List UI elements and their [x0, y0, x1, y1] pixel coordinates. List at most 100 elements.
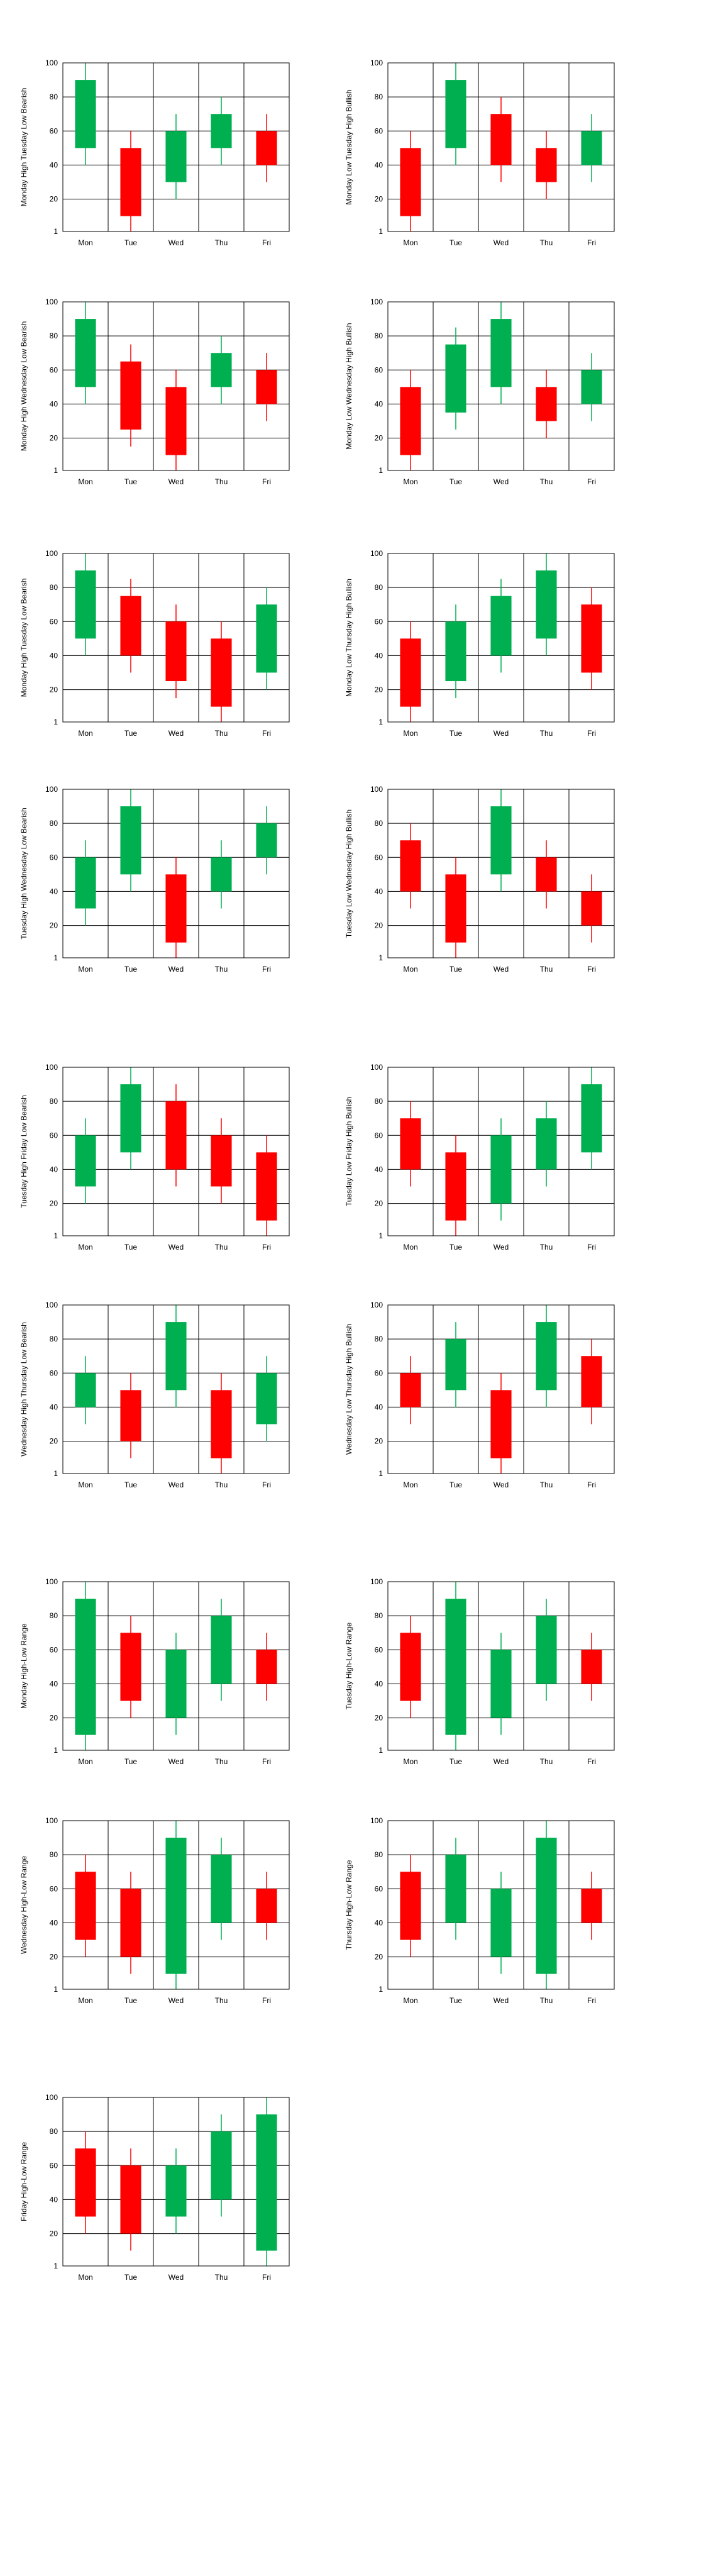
x-tick-label: Wed: [494, 1243, 509, 1252]
y-tick-label: 1: [53, 953, 58, 962]
plot-frame: [62, 1067, 290, 1236]
bullish-candle-body: [256, 2114, 277, 2251]
y-tick-label: 20: [375, 195, 383, 204]
x-tick-label: Fri: [262, 2273, 271, 2282]
y-tick-label: 40: [375, 160, 383, 169]
y-axis-label: Friday High-Low Range: [19, 2142, 28, 2221]
y-tick-label: 40: [50, 399, 58, 408]
y-tick-label: 60: [375, 126, 383, 135]
bullish-candle-body: [536, 570, 557, 639]
x-tick-label: Mon: [78, 1243, 92, 1252]
y-tick-label: 100: [370, 1577, 383, 1586]
bearish-candle-body: [400, 1872, 421, 1940]
x-tick-label: Fri: [262, 1480, 271, 1489]
bearish-candle-body: [400, 840, 421, 892]
x-tick-label: Thu: [540, 1757, 553, 1766]
x-tick-label: Fri: [262, 729, 271, 738]
bullish-candle-body: [165, 1322, 187, 1391]
y-tick-label: 80: [50, 331, 58, 340]
x-tick-label: Mon: [78, 238, 92, 247]
x-tick-label: Tue: [449, 1480, 463, 1489]
bearish-candle-body: [256, 1650, 277, 1684]
y-axis-label: Wednesday High Thursday Low Bearish: [19, 1322, 28, 1457]
x-tick-label: Mon: [403, 729, 417, 738]
y-tick-label: 1: [53, 718, 58, 726]
x-tick-label: Tue: [449, 1996, 463, 2005]
y-tick-label: 1: [378, 1746, 383, 1755]
y-tick-label: 80: [50, 583, 58, 592]
x-tick-label: Thu: [540, 238, 553, 247]
x-tick-label: Fri: [587, 1757, 596, 1766]
bullish-candle-body: [490, 1135, 512, 1204]
x-tick-label: Thu: [540, 1243, 553, 1252]
x-tick-label: Wed: [494, 1996, 509, 2005]
y-axis-label: Tuesday High Wednesday Low Bearish: [19, 808, 28, 939]
y-tick-label: 100: [370, 1063, 383, 1072]
bearish-candle-body: [120, 1633, 141, 1701]
bearish-candle-body: [256, 131, 277, 165]
bullish-candle-body: [75, 1135, 96, 1187]
x-tick-label: Thu: [540, 965, 553, 974]
bullish-candle-body: [75, 319, 96, 387]
y-tick-label: 1: [378, 1231, 383, 1240]
bearish-candle-body: [165, 387, 187, 455]
bullish-candle-body: [211, 114, 232, 148]
y-tick-label: 80: [50, 1097, 58, 1106]
bearish-candle-body: [581, 1356, 602, 1407]
y-tick-label: 80: [375, 1335, 383, 1343]
y-tick-label: 20: [375, 1953, 383, 1962]
y-axis-label: Monday Low Thursday High Bullish: [345, 579, 353, 697]
y-tick-label: 80: [50, 819, 58, 828]
y-tick-label: 60: [375, 1368, 383, 1377]
y-tick-label: 100: [45, 549, 58, 558]
y-tick-label: 100: [45, 1063, 58, 1072]
x-tick-label: Mon: [78, 965, 92, 974]
x-tick-label: Fri: [262, 965, 271, 974]
y-tick-label: 80: [375, 331, 383, 340]
y-tick-label: 60: [375, 1645, 383, 1654]
bullish-candle-body: [256, 823, 277, 858]
bearish-candle-body: [581, 604, 602, 673]
x-tick-label: Mon: [78, 729, 92, 738]
y-tick-label: 40: [50, 1918, 58, 1927]
y-tick-label: 60: [375, 1131, 383, 1140]
x-tick-label: Thu: [215, 965, 228, 974]
y-tick-label: 1: [53, 227, 58, 236]
plot-frame: [387, 1581, 615, 1751]
y-tick-label: 60: [50, 126, 58, 135]
bearish-candle-body: [490, 1390, 512, 1458]
bearish-candle-body: [445, 1152, 466, 1221]
bullish-candle-body: [445, 621, 466, 682]
bearish-candle-body: [120, 1390, 141, 1441]
candlestick-chart: 1 20 40 60 80 100 Mon Tue Wed Thu Fri Thursday High…: [345, 1816, 615, 2005]
bearish-candle-body: [165, 1101, 187, 1170]
y-axis-label: Monday High Wednesday Low Bearish: [19, 321, 28, 452]
y-tick-label: 20: [50, 1714, 58, 1723]
bullish-candle-body: [445, 1599, 466, 1735]
y-tick-label: 1: [53, 466, 58, 475]
y-tick-label: 40: [50, 2195, 58, 2204]
y-tick-label: 20: [50, 434, 58, 443]
x-tick-label: Wed: [168, 1480, 184, 1489]
bullish-candle-body: [256, 604, 277, 673]
bullish-candle-body: [490, 596, 512, 656]
y-tick-label: 80: [375, 1850, 383, 1859]
y-tick-label: 20: [375, 921, 383, 930]
bearish-candle-body: [536, 148, 557, 182]
bullish-candle-body: [75, 80, 96, 148]
x-tick-label: Wed: [494, 477, 509, 486]
y-tick-label: 40: [50, 160, 58, 169]
y-tick-label: 1: [378, 953, 383, 962]
y-axis-label: Monday High-Low Range: [19, 1623, 28, 1709]
x-tick-label: Mon: [403, 238, 417, 247]
y-tick-label: 40: [375, 1165, 383, 1174]
x-tick-label: Tue: [449, 477, 463, 486]
bearish-candle-body: [536, 387, 557, 421]
bullish-candle-body: [536, 1838, 557, 1974]
x-tick-label: Mon: [403, 1996, 417, 2005]
bullish-candle-body: [256, 1373, 277, 1424]
bullish-candle-body: [211, 857, 232, 892]
y-tick-label: 1: [53, 1985, 58, 1994]
x-tick-label: Thu: [215, 1243, 228, 1252]
y-tick-label: 60: [50, 365, 58, 374]
